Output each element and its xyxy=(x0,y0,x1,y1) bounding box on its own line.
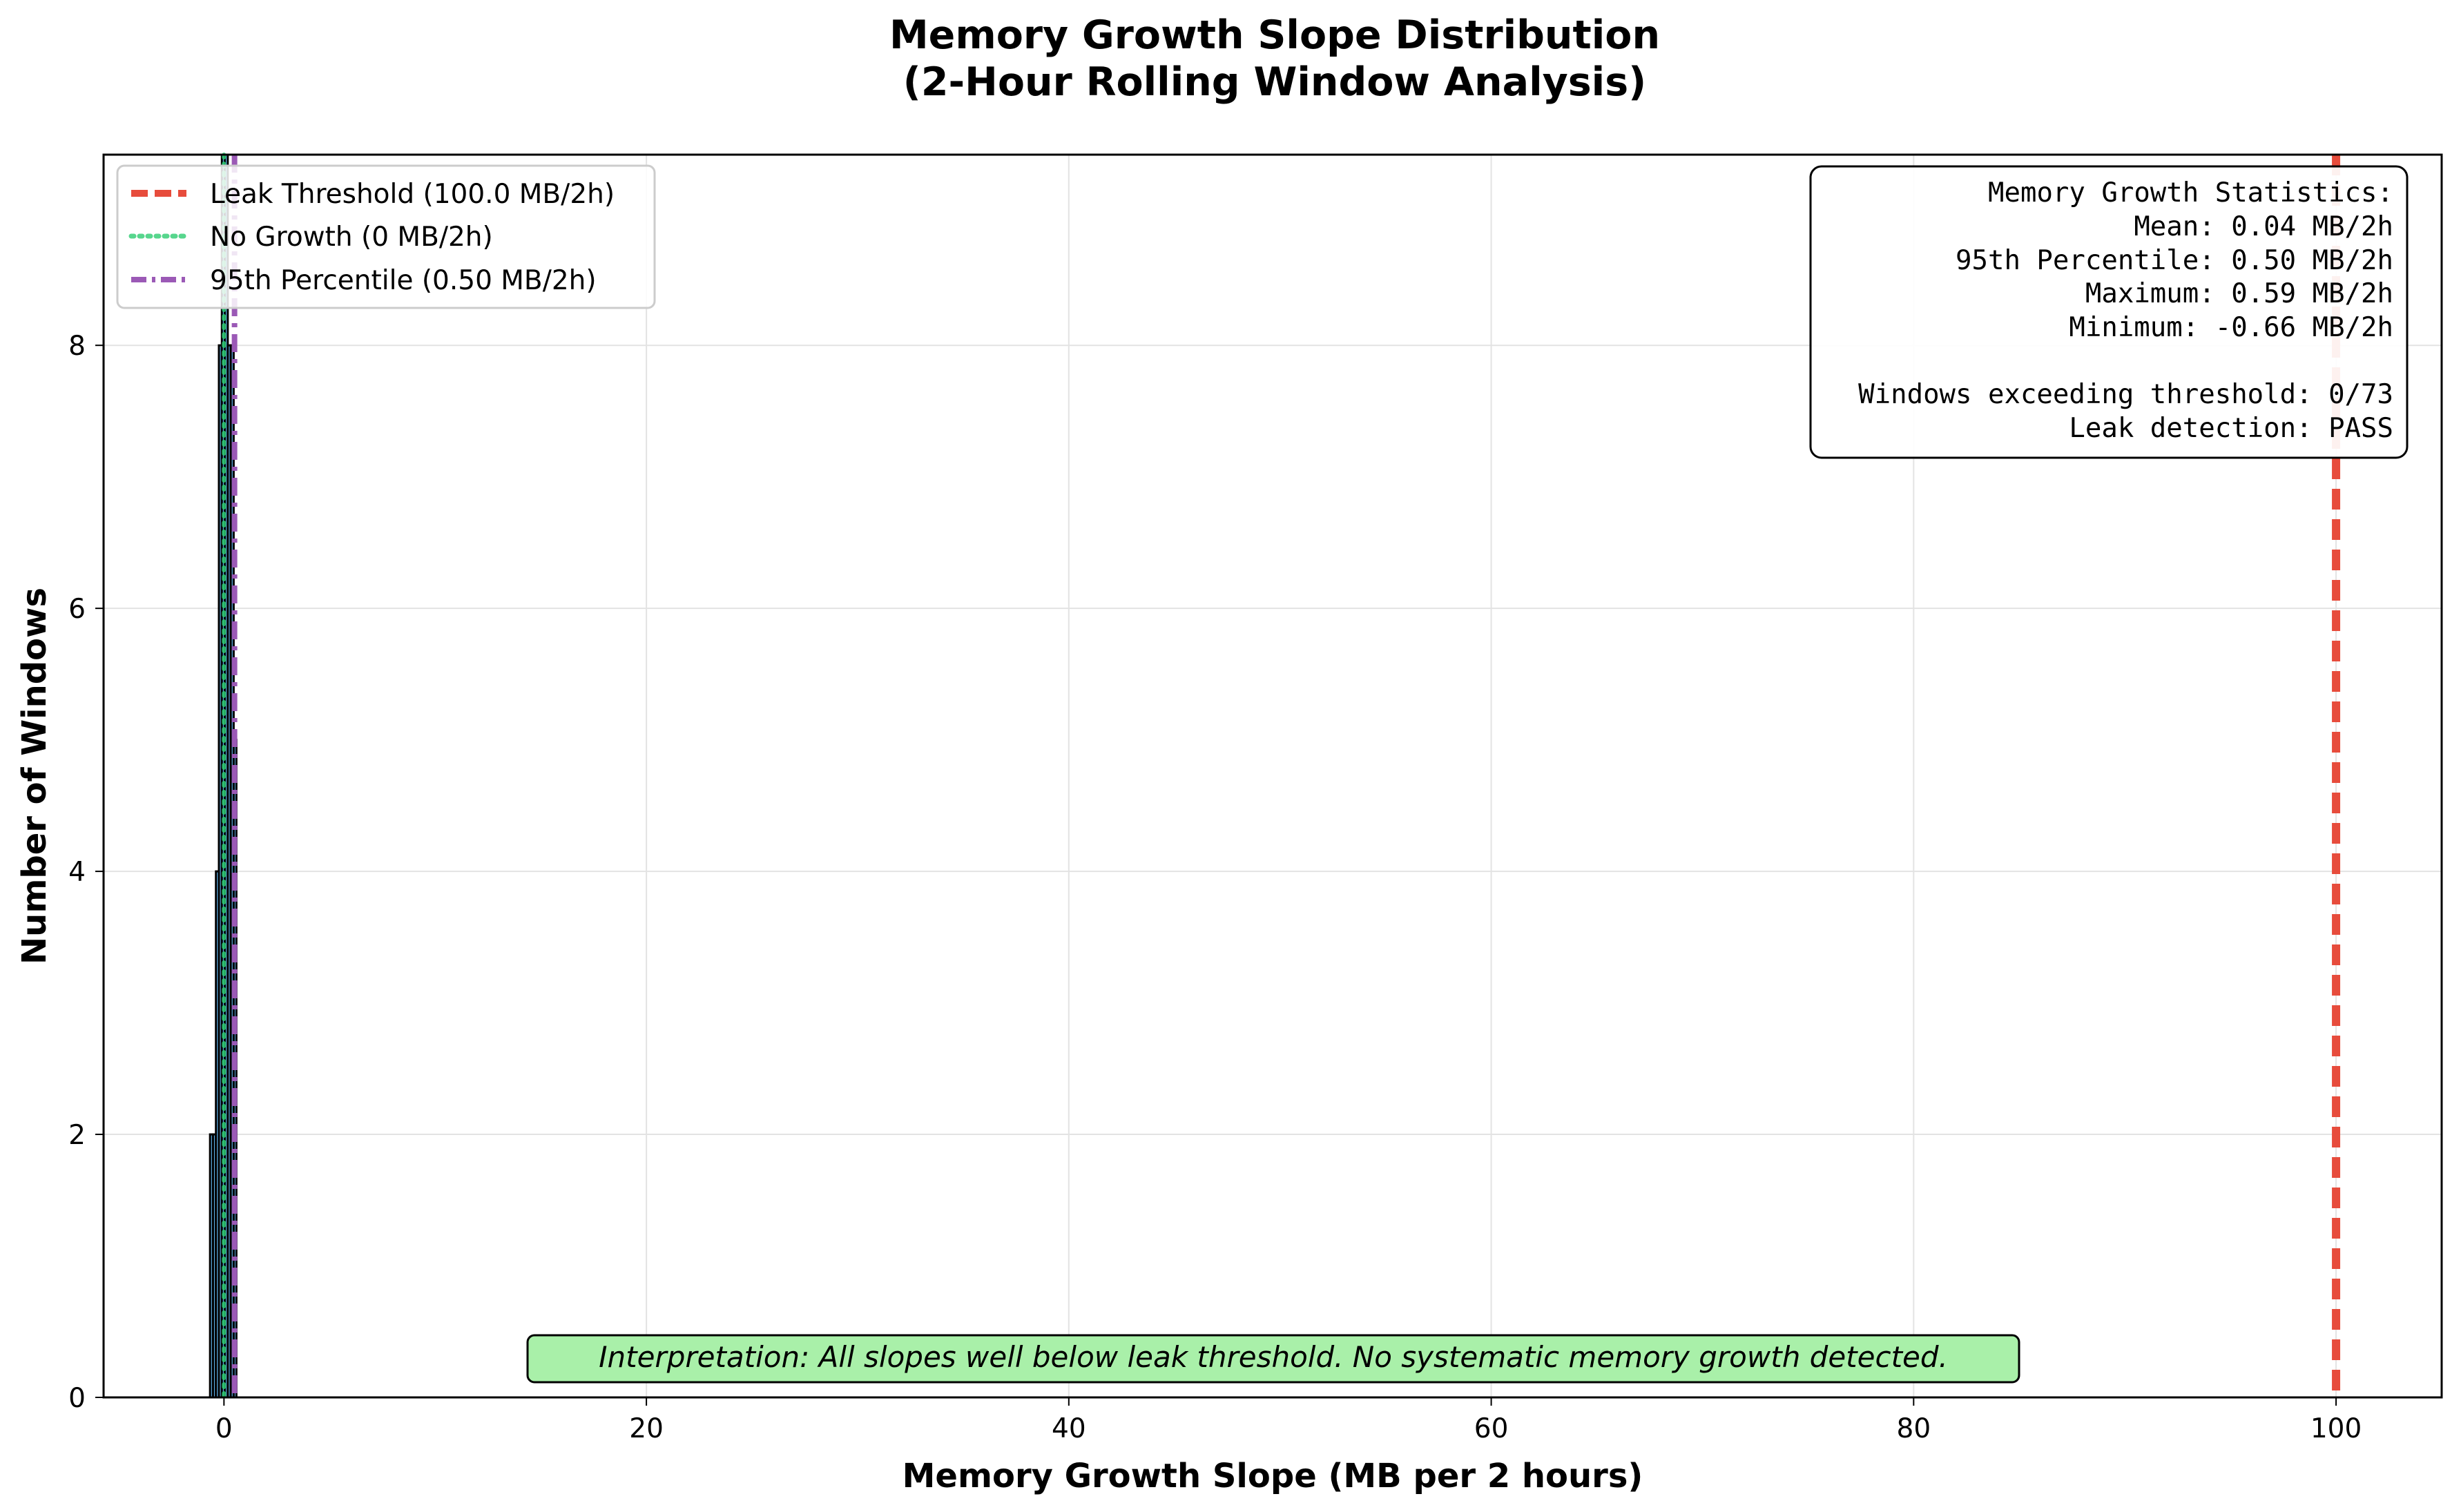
y-tick-label: 4 xyxy=(68,857,86,888)
interpretation-text: Interpretation: All slopes well below le… xyxy=(599,1340,1948,1374)
legend-label-no-growth: No Growth (0 MB/2h) xyxy=(210,222,493,253)
interpretation-note: Interpretation: All slopes well below le… xyxy=(526,1334,2020,1384)
x-tick-label: 80 xyxy=(1897,1413,1931,1444)
stats-line: Memory Growth Statistics: xyxy=(1988,177,2393,209)
x-axis-label: Memory Growth Slope (MB per 2 hours) xyxy=(903,1457,1643,1495)
x-tick-label: 20 xyxy=(629,1413,664,1444)
stats-line: Minimum: -0.66 MB/2h xyxy=(2069,312,2393,343)
axis-ticks: 0 20 40 60 80 100 0 2 4 6 8 xyxy=(68,331,2362,1444)
x-tick-label: 0 xyxy=(215,1413,233,1444)
reference-lines xyxy=(222,153,2341,1399)
y-tick-label: 8 xyxy=(68,331,86,362)
stats-line: Mean: 0.04 MB/2h xyxy=(2134,211,2393,242)
stats-line: Maximum: 0.59 MB/2h xyxy=(2085,278,2393,309)
legend-label-leak-threshold: Leak Threshold (100.0 MB/2h) xyxy=(210,179,615,210)
interpretation-box xyxy=(526,1334,2020,1384)
stats-box-frame xyxy=(1809,165,2409,459)
x-tick-label: 40 xyxy=(1052,1413,1086,1444)
y-tick-label: 6 xyxy=(68,594,86,625)
chart-title: Memory Growth Slope Distribution xyxy=(889,12,1660,58)
stats-line: Windows exceeding threshold: 0/73 xyxy=(1858,379,2393,410)
y-tick-label: 2 xyxy=(68,1120,86,1151)
chart-subtitle: (2-Hour Rolling Window Analysis) xyxy=(903,59,1646,105)
legend-box xyxy=(116,164,656,309)
stats-line: Leak detection: PASS xyxy=(2069,413,2393,444)
legend: Leak Threshold (100.0 MB/2h) No Growth (… xyxy=(116,164,656,309)
plot-frame xyxy=(102,153,2443,1399)
x-tick-label: 100 xyxy=(2310,1413,2362,1444)
y-axis-label: Number of Windows xyxy=(15,588,54,965)
stats-box: Memory Growth Statistics: Mean: 0.04 MB/… xyxy=(1809,165,2409,459)
x-tick-label: 60 xyxy=(1474,1413,1509,1444)
stats-line: 95th Percentile: 0.50 MB/2h xyxy=(1956,245,2393,276)
y-tick-label: 0 xyxy=(68,1383,86,1414)
legend-label-95th-percentile: 95th Percentile (0.50 MB/2h) xyxy=(210,265,597,296)
